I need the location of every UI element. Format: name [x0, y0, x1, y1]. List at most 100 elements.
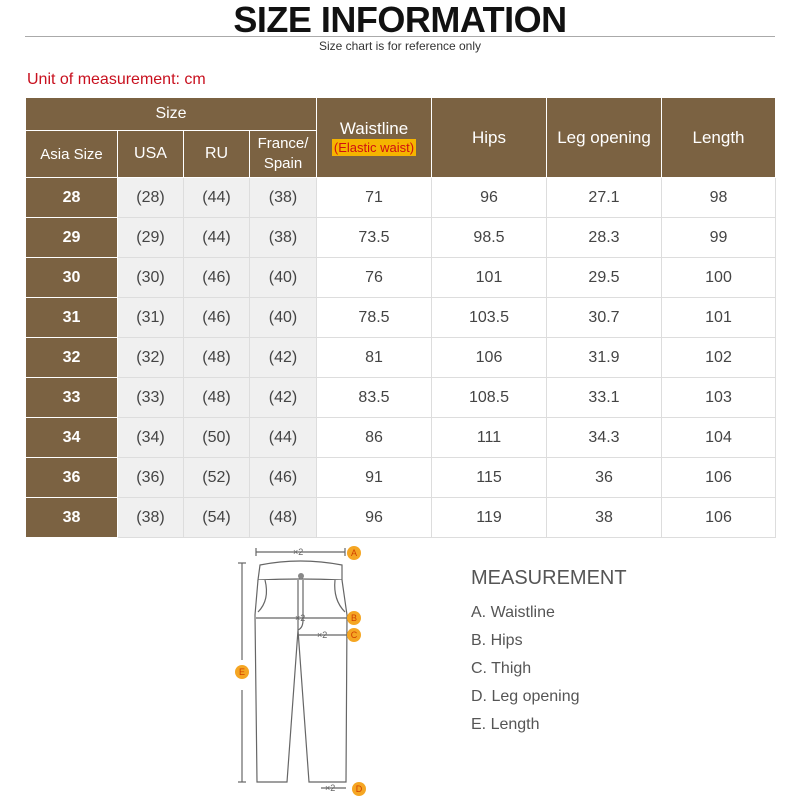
cell-leg-opening: 27.1	[546, 177, 662, 218]
table-row: 29 (29) (44) (38) 73.5 98.5 28.3 99	[25, 217, 776, 258]
cell-usa: (29)	[117, 217, 184, 258]
cell-ru: (48)	[183, 337, 250, 378]
cell-length: 106	[661, 497, 776, 538]
cell-waistline: 73.5	[316, 217, 432, 258]
table-row: 32 (32) (48) (42) 81 106 31.9 102	[25, 337, 776, 378]
cell-hips: 111	[431, 417, 547, 458]
col-hips: Hips	[431, 97, 547, 178]
cell-length: 102	[661, 337, 776, 378]
cell-hips: 108.5	[431, 377, 547, 418]
cell-ru: (44)	[183, 177, 250, 218]
svg-text:×2: ×2	[295, 613, 305, 623]
cell-usa: (38)	[117, 497, 184, 538]
measurement-legend: MEASUREMENT A. Waistline B. Hips C. Thig…	[471, 567, 627, 744]
table-row: 30 (30) (46) (40) 76 101 29.5 100	[25, 257, 776, 298]
cell-waistline: 78.5	[316, 297, 432, 338]
cell-asia-size: 36	[25, 457, 118, 498]
legend-item: E. Length	[471, 716, 540, 733]
cell-hips: 103.5	[431, 297, 547, 338]
marker-d: D	[356, 784, 363, 794]
col-france-spain: France/ Spain	[249, 130, 317, 178]
svg-text:×2: ×2	[317, 630, 327, 640]
cell-asia-size: 32	[25, 337, 118, 378]
title-divider	[25, 36, 775, 37]
cell-length: 103	[661, 377, 776, 418]
cell-waistline: 91	[316, 457, 432, 498]
cell-asia-size: 31	[25, 297, 118, 338]
cell-asia-size: 28	[25, 177, 118, 218]
elastic-waist-note: (Elastic waist)	[331, 138, 417, 156]
cell-waistline: 76	[316, 257, 432, 298]
pants-diagram: ×2 ×2 ×2 ×2 A B C D E	[235, 546, 366, 796]
col-asia-size: Asia Size	[25, 130, 118, 178]
cell-length: 99	[661, 217, 776, 258]
col-ru: RU	[183, 130, 250, 178]
cell-france-spain: (46)	[249, 457, 317, 498]
cell-france-spain: (42)	[249, 377, 317, 418]
cell-waistline: 81	[316, 337, 432, 378]
size-group-header: Size	[25, 97, 317, 131]
col-usa: USA	[117, 130, 184, 178]
cell-length: 104	[661, 417, 776, 458]
cell-leg-opening: 36	[546, 457, 662, 498]
cell-leg-opening: 30.7	[546, 297, 662, 338]
cell-ru: (50)	[183, 417, 250, 458]
cell-asia-size: 33	[25, 377, 118, 418]
cell-ru: (48)	[183, 377, 250, 418]
marker-e: E	[239, 667, 245, 677]
cell-leg-opening: 29.5	[546, 257, 662, 298]
cell-leg-opening: 33.1	[546, 377, 662, 418]
cell-leg-opening: 31.9	[546, 337, 662, 378]
cell-asia-size: 29	[25, 217, 118, 258]
svg-text:×2: ×2	[325, 783, 335, 793]
cell-leg-opening: 38	[546, 497, 662, 538]
table-row: 38 (38) (54) (48) 96 119 38 106	[25, 497, 776, 538]
unit-label: Unit of measurement: cm	[27, 71, 206, 88]
cell-ru: (46)	[183, 257, 250, 298]
cell-hips: 119	[431, 497, 547, 538]
table-row: 36 (36) (52) (46) 91 115 36 106	[25, 457, 776, 498]
col-length: Length	[661, 97, 776, 178]
measurement-title: MEASUREMENT	[471, 567, 627, 589]
cell-usa: (31)	[117, 297, 184, 338]
marker-c: C	[351, 630, 358, 640]
cell-hips: 101	[431, 257, 547, 298]
cell-leg-opening: 34.3	[546, 417, 662, 458]
cell-usa: (33)	[117, 377, 184, 418]
legend-item: A. Waistline	[471, 604, 555, 621]
cell-ru: (54)	[183, 497, 250, 538]
cell-usa: (30)	[117, 257, 184, 298]
cell-length: 100	[661, 257, 776, 298]
cell-usa: (32)	[117, 337, 184, 378]
cell-asia-size: 30	[25, 257, 118, 298]
cell-france-spain: (38)	[249, 177, 317, 218]
col-leg-opening: Leg opening	[546, 97, 662, 178]
legend-item: B. Hips	[471, 632, 523, 649]
marker-a: A	[351, 548, 357, 558]
size-table: Size Waistline (Elastic waist) Hips Leg o…	[25, 97, 776, 538]
cell-ru: (44)	[183, 217, 250, 258]
cell-france-spain: (40)	[249, 257, 317, 298]
cell-waistline: 86	[316, 417, 432, 458]
cell-asia-size: 38	[25, 497, 118, 538]
cell-waistline: 83.5	[316, 377, 432, 418]
cell-france-spain: (38)	[249, 217, 317, 258]
table-row: 28 (28) (44) (38) 71 96 27.1 98	[25, 177, 776, 218]
cell-ru: (46)	[183, 297, 250, 338]
cell-hips: 96	[431, 177, 547, 218]
table-row: 33 (33) (48) (42) 83.5 108.5 33.1 103	[25, 377, 776, 418]
subtitle: Size chart is for reference only	[318, 39, 482, 53]
cell-france-spain: (48)	[249, 497, 317, 538]
cell-france-spain: (44)	[249, 417, 317, 458]
cell-asia-size: 34	[25, 417, 118, 458]
col-waistline: Waistline (Elastic waist)	[316, 97, 432, 178]
cell-france-spain: (40)	[249, 297, 317, 338]
cell-usa: (36)	[117, 457, 184, 498]
page-title: SIZE INFORMATION	[233, 0, 567, 40]
cell-hips: 106	[431, 337, 547, 378]
legend-item: C. Thigh	[471, 660, 532, 677]
legend-item: D. Leg opening	[471, 688, 580, 705]
cell-waistline: 71	[316, 177, 432, 218]
cell-leg-opening: 28.3	[546, 217, 662, 258]
marker-b: B	[351, 613, 357, 623]
